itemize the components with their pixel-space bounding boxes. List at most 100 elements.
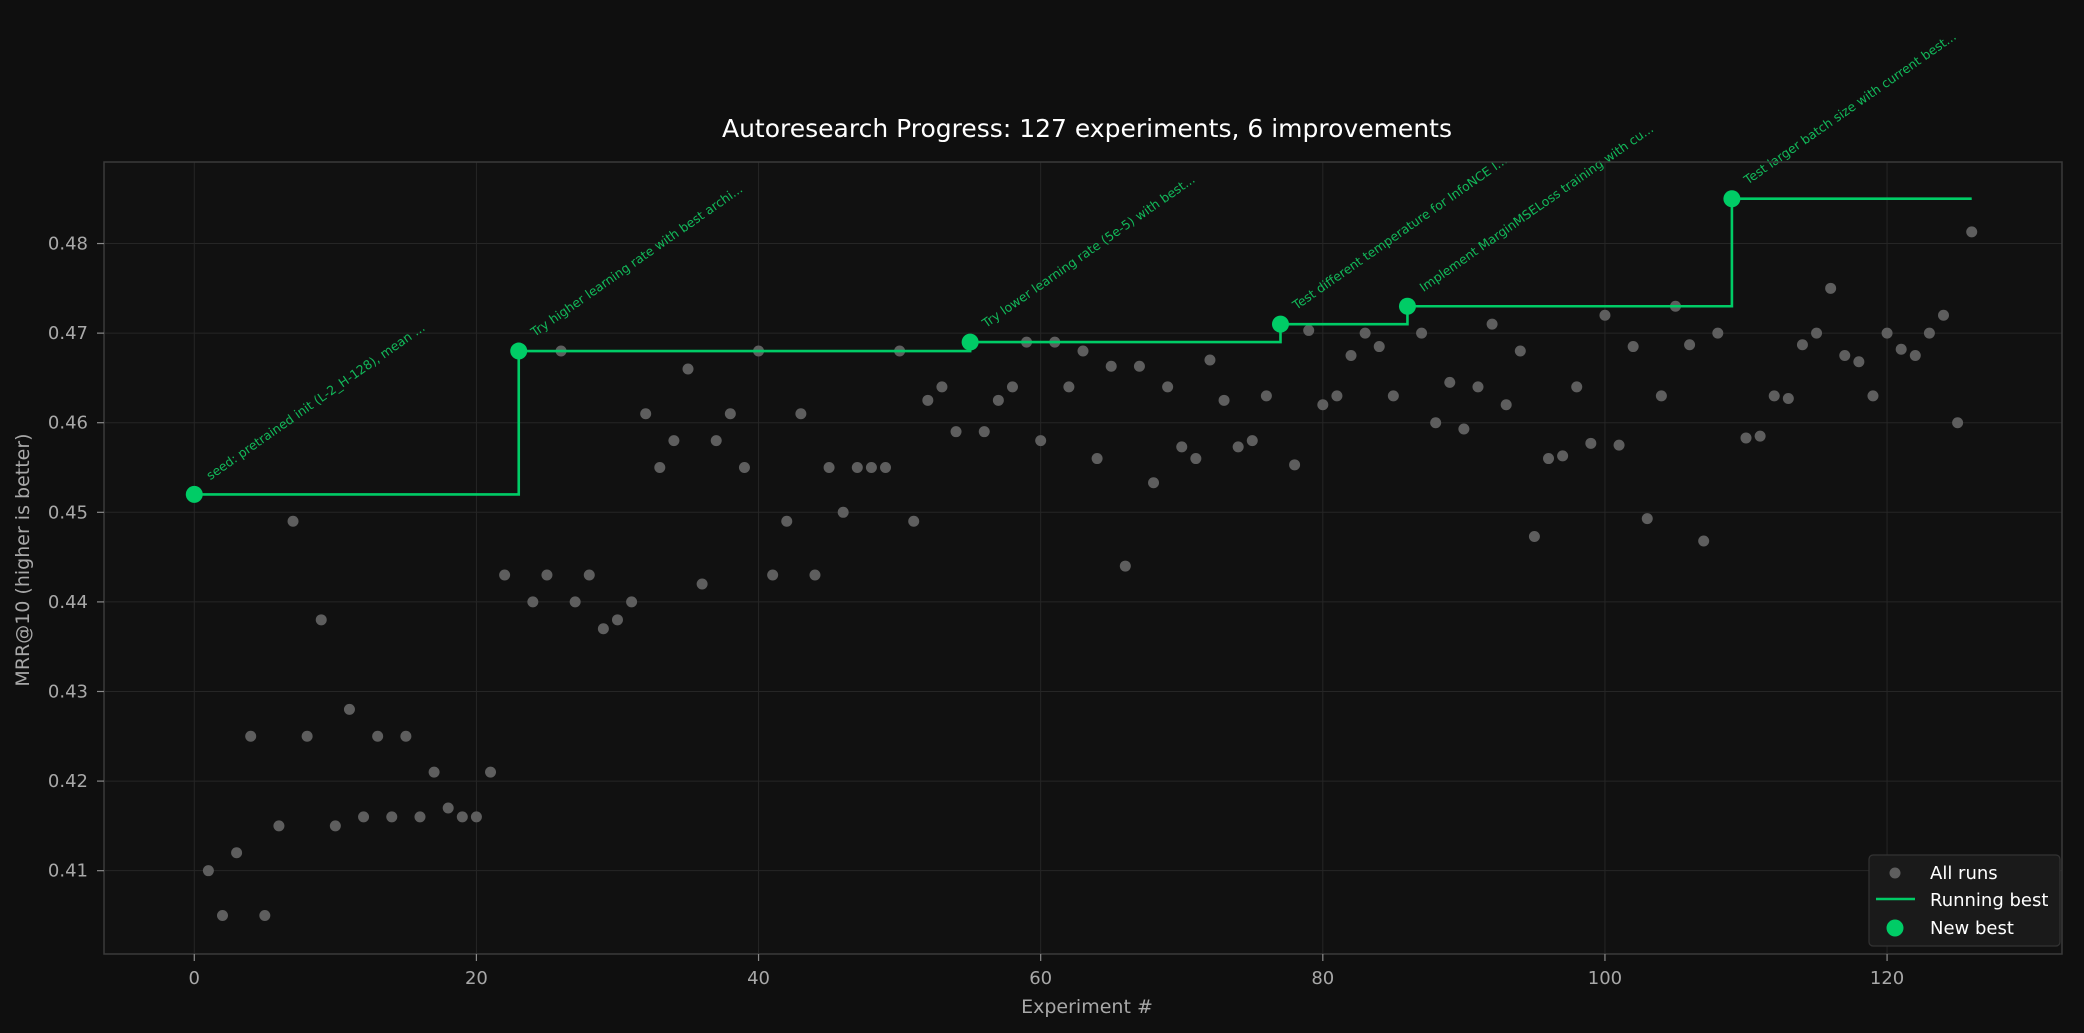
run-point (1585, 437, 1597, 449)
run-point (1444, 376, 1456, 388)
run-point (273, 820, 285, 832)
run-point (583, 569, 595, 581)
run-point (414, 811, 426, 823)
legend-new-best-label: New best (1930, 918, 2014, 939)
legend-new-best-marker-icon (1886, 919, 1904, 937)
x-tick-label: 20 (465, 968, 488, 989)
x-axis-label: Experiment # (1021, 996, 1153, 1018)
run-point (216, 909, 228, 921)
y-axis-ticks: 0.41 0.42 0.43 0.44 0.45 0.46 0.47 0.48 (48, 234, 104, 882)
run-point (1091, 453, 1103, 465)
run-point (1599, 309, 1611, 321)
run-point (1740, 432, 1752, 444)
run-point (329, 820, 341, 832)
run-point (1260, 390, 1272, 402)
run-point (1543, 453, 1555, 465)
run-point (1232, 441, 1244, 453)
run-point (865, 462, 877, 474)
run-point (823, 462, 835, 474)
y-axis-label: MRR@10 (higher is better) (12, 433, 34, 686)
axes-frame (103, 161, 2063, 955)
run-point (1853, 356, 1865, 368)
run-point (696, 578, 708, 590)
run-point (1176, 441, 1188, 453)
run-point (781, 515, 793, 527)
x-tick-label: 120 (1870, 968, 1904, 989)
run-point (1331, 390, 1343, 402)
run-point (1006, 381, 1018, 393)
run-point (1571, 381, 1583, 393)
run-point (301, 730, 313, 742)
run-point (1923, 327, 1935, 339)
run-point (1218, 394, 1230, 406)
run-point (1373, 341, 1385, 353)
legend-all-runs-label: All runs (1930, 863, 1998, 884)
run-point (485, 766, 497, 778)
run-point (1246, 435, 1258, 447)
run-point (795, 408, 807, 420)
run-point (682, 363, 694, 375)
running-best-line (194, 197, 1972, 496)
run-point (978, 426, 990, 438)
run-point (428, 766, 440, 778)
run-point (654, 462, 666, 474)
run-point (950, 426, 962, 438)
run-point (922, 394, 934, 406)
run-point (724, 408, 736, 420)
run-point (358, 811, 370, 823)
x-axis-ticks: 0 20 40 60 80 100 120 (189, 954, 1904, 989)
legend-all-runs-marker-icon (1889, 867, 1901, 879)
new-best-point (1271, 315, 1289, 333)
y-tick-label: 0.44 (48, 592, 88, 613)
run-point (1063, 381, 1075, 393)
run-point (1416, 327, 1428, 339)
run-point (231, 847, 243, 859)
run-point (1613, 439, 1625, 451)
y-tick-label: 0.42 (48, 771, 88, 792)
run-point (1289, 459, 1301, 471)
x-tick-label: 80 (1311, 968, 1334, 989)
x-tick-label: 100 (1588, 968, 1622, 989)
run-point (1641, 513, 1653, 525)
run-point (1162, 381, 1174, 393)
new-best-point (185, 485, 203, 503)
run-point (1867, 390, 1879, 402)
chart-title: Autoresearch Progress: 127 experiments, … (722, 114, 1452, 143)
run-point (1148, 477, 1160, 489)
run-point (1712, 327, 1724, 339)
run-point (1458, 423, 1470, 435)
run-point (1430, 417, 1442, 429)
run-point (245, 730, 257, 742)
run-point (442, 802, 454, 814)
run-point (767, 569, 779, 581)
new-best-point (510, 342, 528, 360)
run-point (287, 515, 299, 527)
run-point (837, 506, 849, 518)
run-point (1754, 430, 1766, 442)
run-point (1909, 350, 1921, 362)
run-point (1204, 354, 1216, 366)
legend-box (1868, 854, 2061, 947)
run-point (1768, 390, 1780, 402)
run-point (1500, 399, 1512, 411)
run-point (626, 596, 638, 608)
run-point (1528, 530, 1540, 542)
run-point (202, 865, 214, 877)
run-point (908, 515, 920, 527)
axes-background (104, 162, 2062, 954)
run-point (1895, 343, 1907, 355)
run-point (1514, 345, 1526, 357)
run-point (1881, 327, 1893, 339)
new-best-point (1723, 190, 1741, 208)
new-best-point (1398, 297, 1416, 315)
x-tick-label: 40 (747, 968, 770, 989)
running-best-path (194, 197, 1972, 496)
legend: All runs Running best New best (1868, 854, 2061, 947)
y-tick-label: 0.45 (48, 502, 88, 523)
run-point (1966, 226, 1978, 238)
gridlines (104, 162, 2062, 954)
run-point (1825, 282, 1837, 294)
run-point (936, 381, 948, 393)
x-tick-label: 0 (189, 968, 200, 989)
